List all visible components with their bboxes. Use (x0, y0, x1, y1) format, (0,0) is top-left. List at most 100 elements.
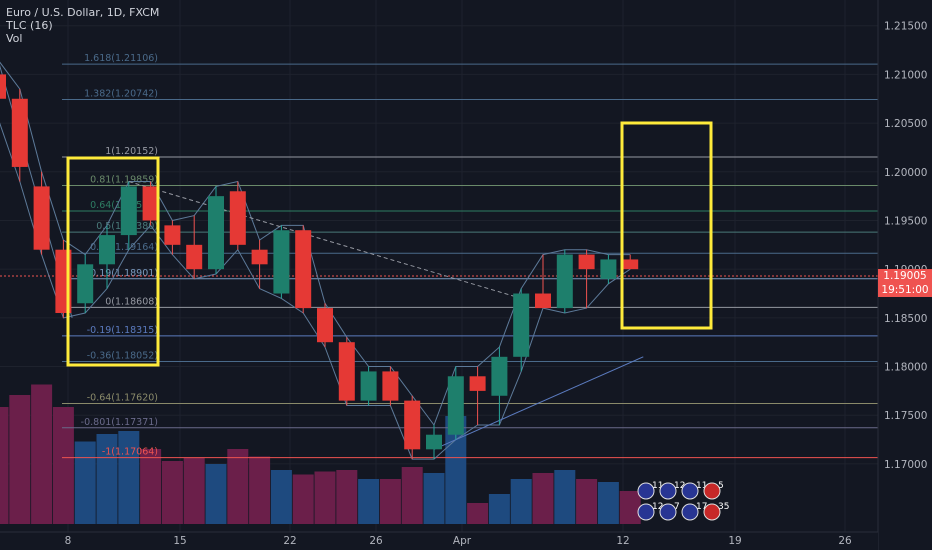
candle-body (360, 371, 377, 401)
volume-bar (31, 384, 53, 524)
candle-body (491, 356, 508, 396)
candle-body (164, 225, 181, 245)
indicator-lines (0, 61, 644, 460)
event-badge-count: 12 (674, 481, 685, 491)
price-tick-label: 1.18000 (884, 362, 927, 374)
candle-body (11, 98, 28, 167)
volume-bar (314, 471, 336, 524)
volume-bar (401, 467, 423, 524)
volume-bar (0, 407, 9, 524)
chart-grid (0, 0, 878, 532)
volume-bar (118, 431, 140, 524)
price-tick-label: 1.17000 (884, 459, 927, 471)
fibonacci-levels: 1.618(1.21106) 1.382(1.20742) 1(1.20152) 0.… (0, 53, 878, 459)
time-tick-label: 12 (616, 535, 629, 547)
price-tick-label: 1.17500 (884, 410, 927, 422)
event-badges: 11 12 11 5 12 7 17 35 (637, 481, 729, 521)
candle-body (578, 254, 595, 270)
event-badge-icon (681, 503, 699, 521)
candle-body (404, 400, 421, 450)
volume-bar (379, 479, 401, 524)
time-tick-label: 19 (728, 535, 741, 547)
candle-body (208, 196, 224, 270)
event-badge-icon (659, 482, 677, 500)
indicator-vol[interactable]: Vol (6, 32, 23, 45)
event-badge-count: 12 (652, 502, 663, 512)
event-badge-count: 11 (652, 481, 663, 491)
event-badge-icon (703, 482, 721, 500)
candle-body (622, 259, 639, 270)
volume-bar (227, 449, 249, 524)
volume-bar (9, 395, 31, 524)
highlight-boxes (66, 121, 713, 367)
candle-body (317, 308, 333, 343)
support-trend-line (433, 356, 644, 450)
event-badge-icon (637, 482, 655, 500)
volume-bar (619, 491, 641, 524)
volume-bar (292, 474, 314, 524)
volume-bar (270, 470, 292, 524)
tlc-lower-line (0, 122, 631, 460)
time-tick-label: 26 (838, 535, 852, 547)
candle-body (426, 434, 442, 450)
volume-bar (140, 449, 162, 524)
candle-body (338, 342, 355, 401)
candle-body (295, 230, 312, 309)
volume-bars (0, 384, 641, 524)
fib-level-label: 0(1.18608) (105, 296, 158, 307)
volume-bar (358, 479, 380, 524)
event-badge-icon (681, 482, 699, 500)
fib-level-label: -0.801(1.17371) (81, 417, 158, 428)
time-tick-label: 26 (369, 535, 383, 547)
tlc-upper-line (0, 61, 631, 427)
volume-bar (554, 470, 576, 524)
candle-body (447, 376, 464, 435)
highlight-box-left (66, 156, 160, 367)
fib-level-label: 0.19(1.18901) (90, 268, 158, 279)
volume-bar (161, 461, 183, 524)
candle-body (513, 293, 530, 357)
candle-body (33, 186, 50, 250)
event-badge-count: 7 (674, 502, 680, 512)
price-tick-label: 1.20000 (884, 167, 927, 179)
fib-level-label: 1.618(1.21106) (84, 53, 158, 64)
volume-bar (467, 503, 489, 524)
fib-level-label: -1(1.17064) (102, 447, 158, 458)
fib-level-label: -0.36(1.18052) (87, 350, 158, 361)
time-axis-bg (0, 532, 878, 550)
candle-body (600, 259, 617, 279)
time-tick-label: Apr (453, 535, 472, 547)
event-badge-count: 17 (696, 502, 707, 512)
volume-bar (532, 473, 554, 524)
candle-body (120, 186, 137, 236)
price-tick-label: 1.20500 (884, 118, 927, 130)
volume-bar (423, 473, 445, 524)
candlesticks (0, 74, 639, 460)
fib-level-label: 1.382(1.20742) (84, 89, 158, 100)
highlight-box-right (620, 121, 713, 330)
candle-body (469, 376, 486, 391)
fib-level-label: 0.36(1.19164) (90, 242, 158, 253)
candle-body (186, 244, 203, 270)
fib-level-label: -0.64(1.17620) (87, 393, 158, 404)
dashed-trend-line (128, 181, 522, 299)
candle-body (229, 191, 246, 245)
candle-body (99, 235, 115, 265)
price-tick-label: 1.18500 (884, 313, 927, 325)
price-tick-label: 1.21500 (884, 21, 927, 33)
event-badge-icon (637, 503, 655, 521)
volume-bar (205, 464, 227, 524)
candle-body (0, 74, 6, 99)
symbol-title[interactable]: Euro / U.S. Dollar, 1D, FXCM (6, 6, 160, 19)
candle-body (382, 371, 399, 401)
candle-body (142, 186, 159, 221)
chart-legend: Euro / U.S. Dollar, 1D, FXCM TLC (16) Vo… (6, 6, 159, 45)
time-tick-label: 15 (173, 535, 186, 547)
candle-body (251, 249, 268, 265)
candle-body (556, 254, 573, 309)
volume-bar (597, 482, 619, 524)
fib-level-label: 0.81(1.19859) (90, 175, 158, 186)
indicator-tlc[interactable]: TLC (16) (6, 19, 53, 32)
price-tick-label: 1.21000 (884, 69, 927, 81)
